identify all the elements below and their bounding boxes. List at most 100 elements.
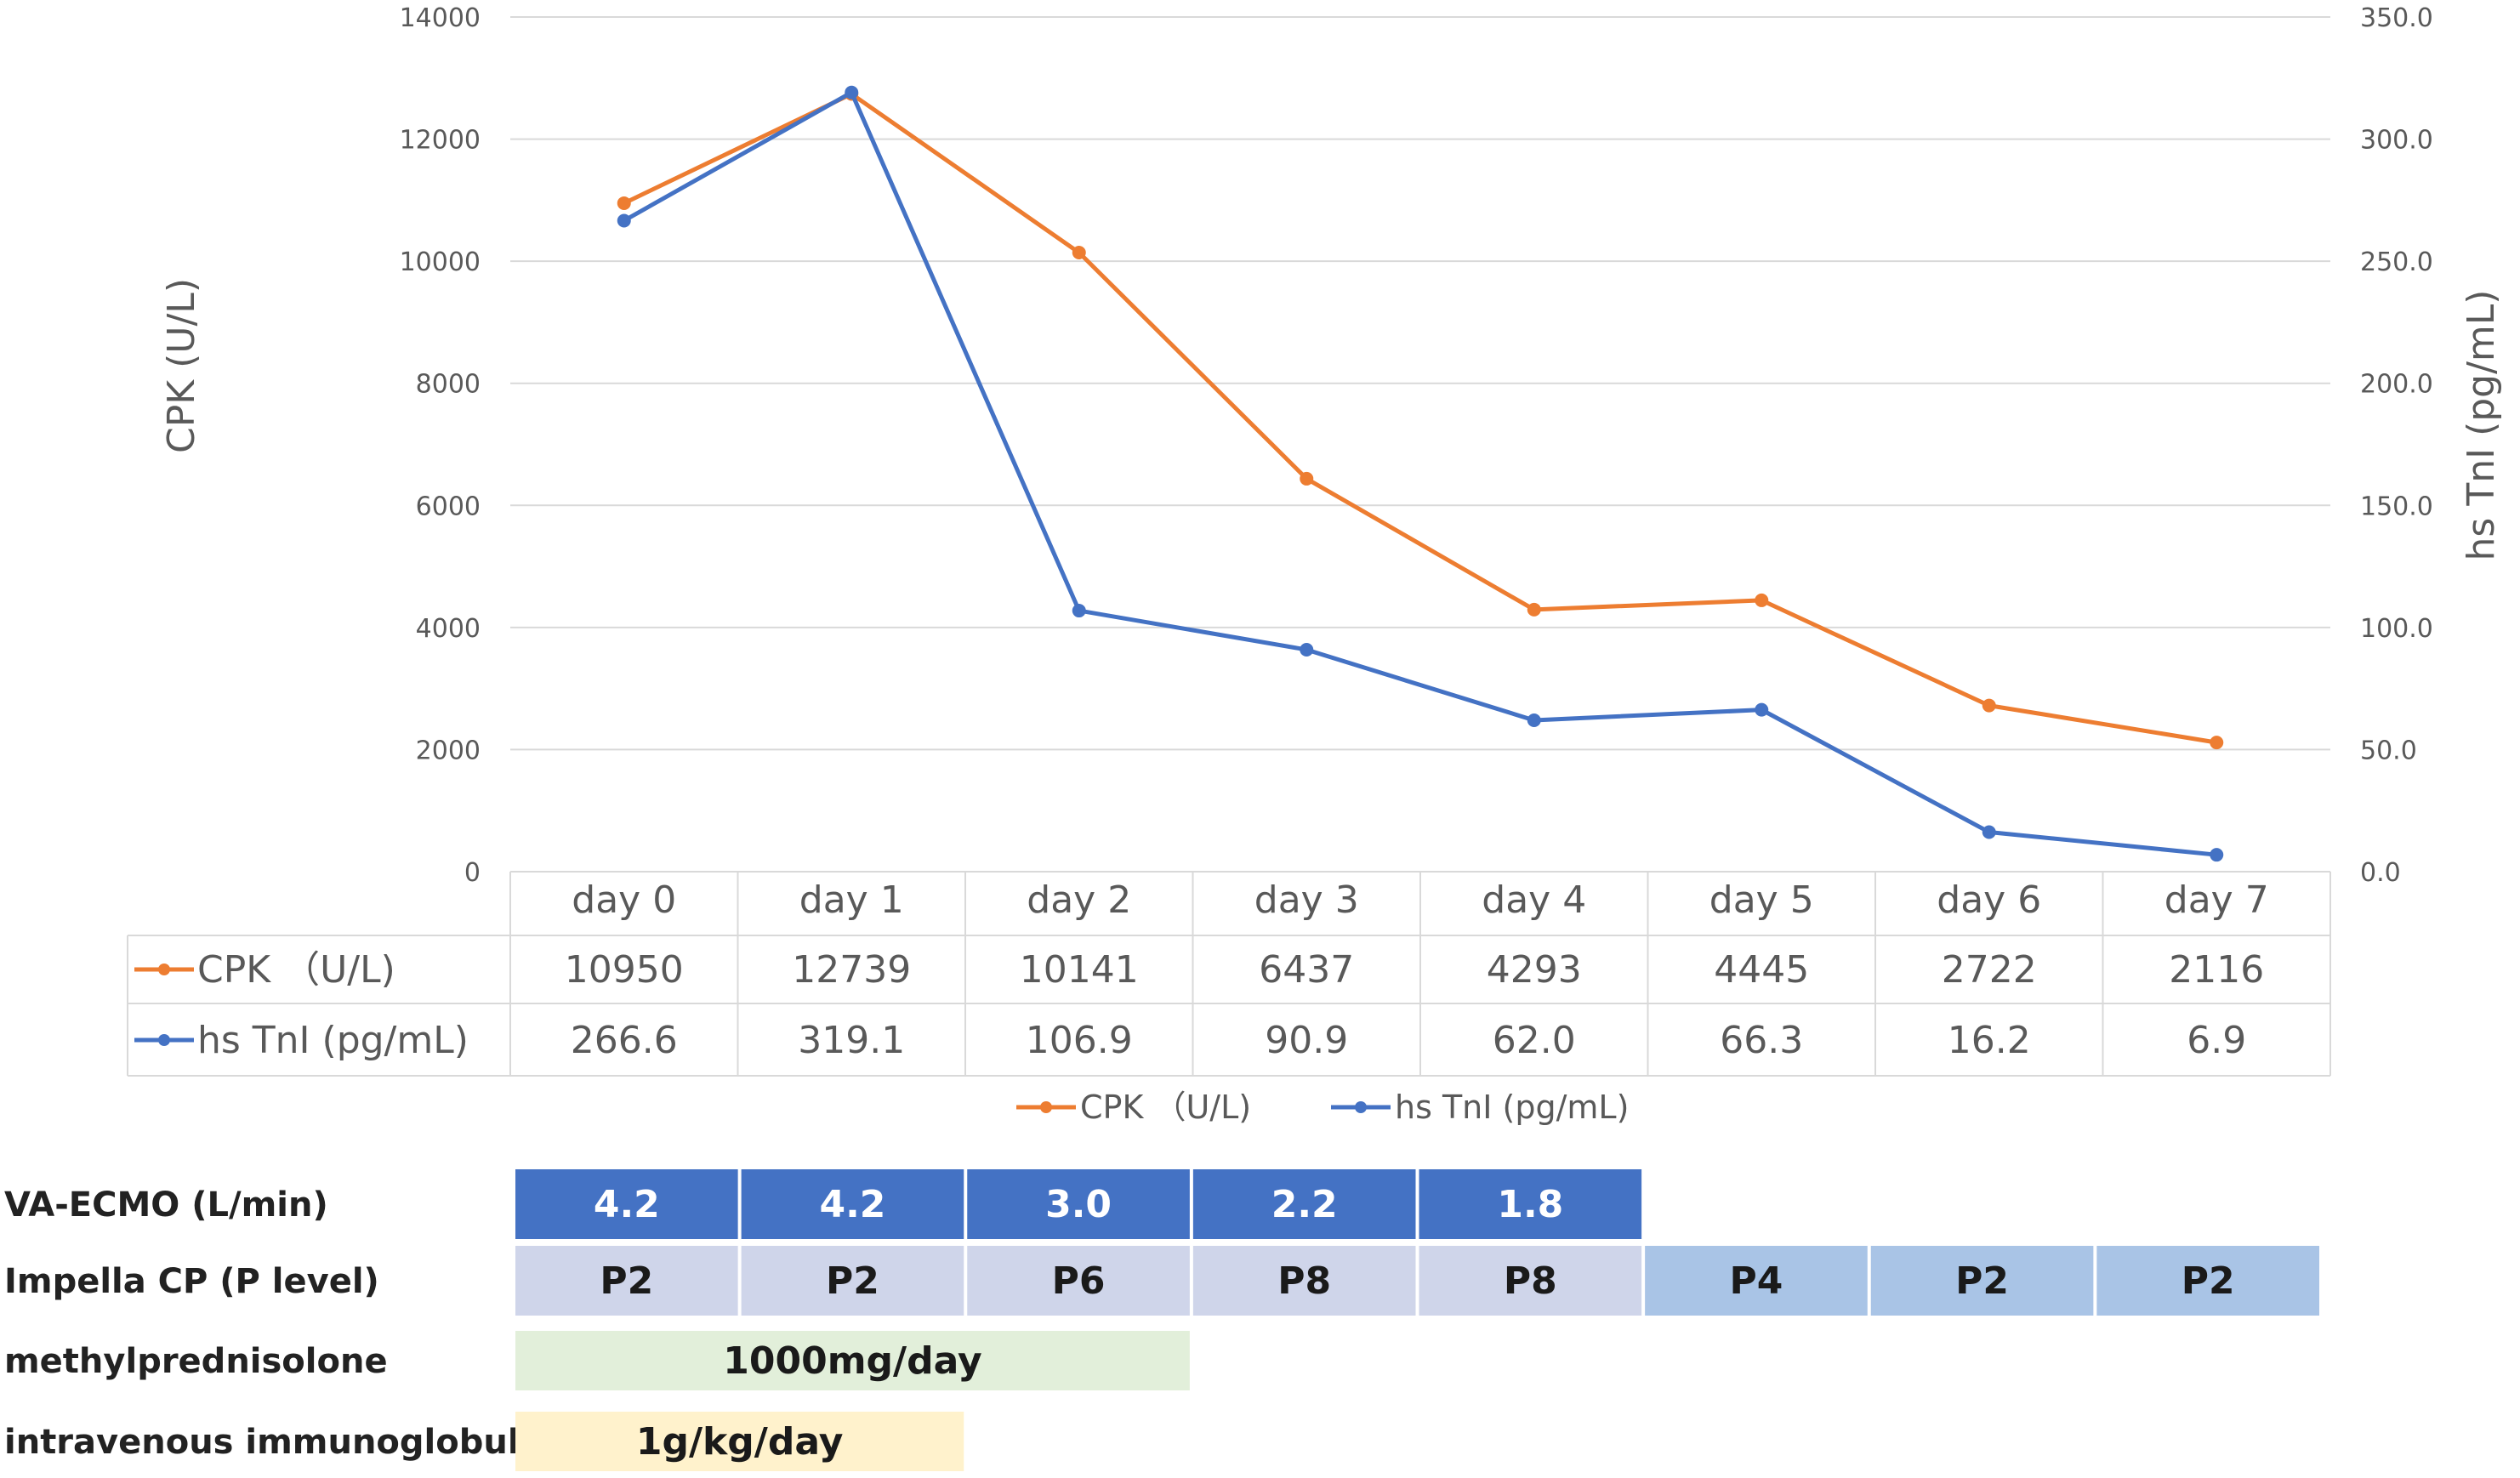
treatment-bar-label: P8 (1277, 1259, 1331, 1303)
treatment-bar (2096, 1246, 2319, 1316)
table-value: 266.6 (571, 1019, 678, 1062)
data-point (1300, 642, 1314, 657)
treatment-bar-label: 1.8 (1497, 1183, 1563, 1226)
table-series-label: hs TnI (pg/mL) (197, 1019, 469, 1062)
treatment-bar-label: 2.2 (1271, 1183, 1338, 1226)
data-point (617, 196, 631, 210)
series-layer (617, 85, 2224, 862)
y-tick-label: 4000 (416, 614, 481, 644)
y-tick-label: 14000 (400, 3, 481, 33)
table-value: 66.3 (1720, 1019, 1803, 1062)
y2-tick-label: 250.0 (2360, 247, 2433, 277)
treatment-row-label: Impella CP (P level) (4, 1262, 379, 1301)
table-legend-key-marker (158, 964, 170, 975)
treatment-bar-label: 4.2 (819, 1183, 885, 1226)
treatment-bar (515, 1246, 738, 1316)
y2-tick-label: 350.0 (2360, 3, 2433, 33)
category-label: day 0 (572, 878, 676, 922)
y2-tick-label: 0.0 (2360, 858, 2401, 888)
y2-tick-label: 300.0 (2360, 126, 2433, 156)
legend: CPK （U/L) hs TnI (pg/mL) (1016, 1089, 1629, 1126)
treatment-bar-label: P2 (1955, 1259, 2009, 1303)
data-point (1072, 604, 1086, 618)
table-value: 4445 (1714, 948, 1809, 992)
treatment-bar (515, 1331, 1190, 1390)
table-value: 90.9 (1265, 1019, 1348, 1062)
treatment-bar (967, 1246, 1190, 1316)
treatment-bar-label: P4 (1730, 1259, 1783, 1303)
data-point (1755, 593, 1769, 607)
y-tick-label: 6000 (416, 492, 481, 521)
data-point (1982, 825, 1996, 839)
series-line (623, 90, 2217, 857)
category-label: day 7 (2164, 878, 2269, 922)
data-point (1300, 471, 1314, 486)
treatment-bar-label: P6 (1052, 1259, 1106, 1303)
y2-tick-label: 50.0 (2360, 736, 2417, 765)
category-label: day 1 (799, 878, 904, 922)
data-point (2210, 848, 2224, 862)
data-point (617, 213, 631, 228)
table-value: 6.9 (2187, 1019, 2246, 1062)
treatment-bar-label: P2 (826, 1259, 879, 1303)
treatment-bar (1192, 1169, 1416, 1239)
treatment-bar-label: P8 (1504, 1259, 1557, 1303)
category-label: day 6 (1937, 878, 2041, 922)
y2-tick-label: 200.0 (2360, 370, 2433, 400)
y-tick-label: 12000 (400, 126, 481, 156)
left-axis-title: CPK (U/L) (160, 278, 203, 453)
data-point (845, 85, 859, 99)
right-axis-ticks: 0.0 50.0 100.0 150.0 200.0 250.0 300.0 350.0 (2360, 3, 2433, 888)
legend-entry: CPK （U/L) (1080, 1089, 1251, 1126)
treatment-bar (1192, 1246, 1416, 1316)
table-value: 319.1 (798, 1019, 905, 1062)
treatment-bar (515, 1169, 738, 1239)
treatment-timeline: VA-ECMO (L/min) 4.2 4.2 3.0 2.2 1.8 Impella CP… (4, 1169, 2319, 1471)
table-value: 12739 (792, 948, 911, 992)
treatment-bar (741, 1169, 964, 1239)
series-line (623, 92, 2217, 745)
treatment-bar-label: 4.2 (594, 1183, 660, 1226)
treatment-bar-label: P2 (2182, 1259, 2235, 1303)
category-label: day 5 (1709, 878, 1814, 922)
treatment-bar-label: 1g/kg/day (636, 1420, 844, 1464)
y-tick-label: 10000 (400, 247, 481, 277)
table-legend-key-marker (158, 1034, 170, 1046)
table-value: 2116 (2169, 948, 2264, 992)
treatment-bar-label: 3.0 (1045, 1183, 1112, 1226)
y2-tick-label: 150.0 (2360, 492, 2433, 521)
treatment-bar (1419, 1246, 1642, 1316)
table-value: 4293 (1487, 948, 1582, 992)
treatment-bar (1419, 1169, 1642, 1239)
data-point (1982, 698, 1996, 713)
data-point (1072, 246, 1086, 260)
treatment-bar-label: P2 (600, 1259, 653, 1303)
table-value: 6437 (1259, 948, 1354, 992)
left-axis-ticks: 0 2000 4000 6000 8000 10000 12000 14000 (400, 3, 481, 888)
data-point (1755, 702, 1769, 717)
treatment-bar-label: 1000mg/day (723, 1339, 981, 1383)
treatment-row-label: methylprednisolone (4, 1342, 388, 1381)
treatment-bar (1645, 1246, 1868, 1316)
table-value: 62.0 (1493, 1019, 1576, 1062)
treatment-row-label: VA-ECMO (L/min) (4, 1185, 328, 1225)
data-point (2210, 736, 2224, 750)
table-value: 106.9 (1026, 1019, 1133, 1062)
legend-key-marker (1355, 1101, 1367, 1113)
legend-key-marker (1040, 1101, 1052, 1113)
gridlines (510, 16, 2330, 751)
treatment-bar (1870, 1246, 2094, 1316)
treatment-row-label: intravenous immunoglobulin (4, 1423, 555, 1462)
right-axis-title: hs TnI (pg/mL) (2460, 290, 2503, 561)
table-value: 10141 (1020, 948, 1139, 992)
table-series-label: CPK （U/L) (197, 948, 395, 992)
treatment-bar (515, 1412, 964, 1471)
table-value: 10950 (565, 948, 684, 992)
y-tick-label: 0 (464, 858, 481, 888)
table-value: 2722 (1942, 948, 2037, 992)
y-tick-label: 8000 (416, 370, 481, 400)
legend-entry: hs TnI (pg/mL) (1395, 1089, 1629, 1126)
data-point (1527, 713, 1541, 727)
category-label: day 4 (1482, 878, 1586, 922)
